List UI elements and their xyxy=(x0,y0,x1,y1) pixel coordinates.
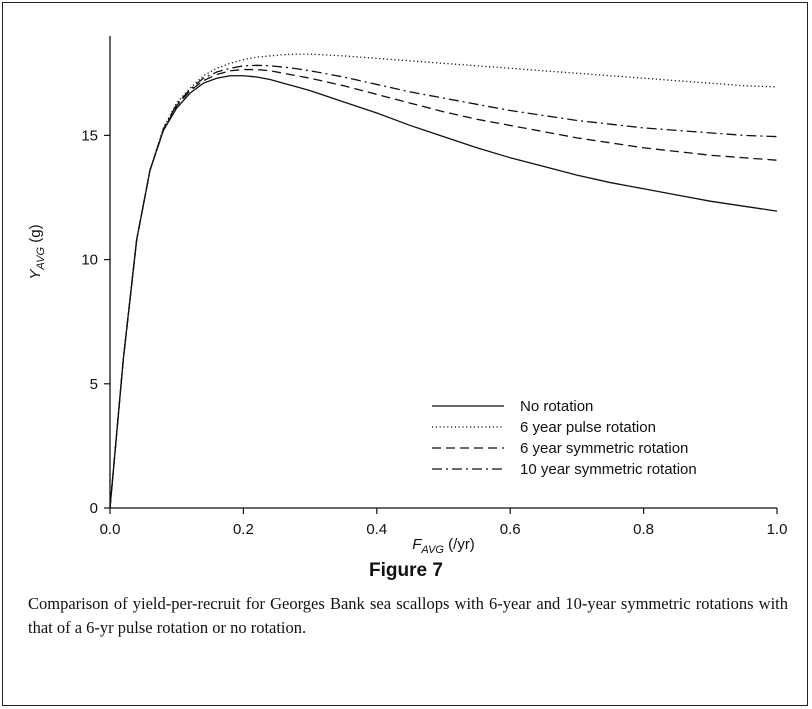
legend: No rotation 6 year pulse rotation 6 year s… xyxy=(432,398,697,478)
y-tick-label: 10 xyxy=(81,252,98,269)
legend-label: 6 year symmetric rotation xyxy=(520,440,688,457)
x-tick-label: 0.8 xyxy=(633,521,654,538)
axis-ticks: 0.0 0.2 0.4 0.6 0.8 1.0 0 5 10 15 xyxy=(81,127,787,538)
y-axis-label-unit: (g) xyxy=(27,224,44,247)
x-axis-label-main: F xyxy=(412,536,422,553)
x-tick-label: 0.0 xyxy=(100,521,121,538)
x-axis-label-unit: (/yr) xyxy=(444,536,475,553)
series-line xyxy=(109,68,778,509)
series-line xyxy=(109,64,778,509)
x-axis-label-sub: AVG xyxy=(420,544,444,556)
x-axis-label: FAVG (/yr) xyxy=(412,536,475,556)
y-axis-label: YAVG (g) xyxy=(27,224,47,279)
series-line xyxy=(109,53,778,509)
legend-label: No rotation xyxy=(520,398,593,415)
legend-label: 6 year pulse rotation xyxy=(520,419,656,436)
x-tick-label: 1.0 xyxy=(767,521,788,538)
y-tick-label: 0 xyxy=(90,500,98,517)
x-tick-label: 0.2 xyxy=(233,521,254,538)
y-axis-label-main: Y xyxy=(27,269,44,280)
series-line xyxy=(109,75,778,509)
x-tick-label: 0.4 xyxy=(366,521,387,538)
x-tick-label: 0.6 xyxy=(500,521,521,538)
figure-title: Figure 7 xyxy=(369,560,443,581)
legend-label: 10 year symmetric rotation xyxy=(520,461,697,478)
figure-caption: Comparison of yield-per-recruit for Geor… xyxy=(28,594,788,637)
y-tick-label: 5 xyxy=(90,376,98,393)
y-axis-label-sub: AVG xyxy=(35,246,47,270)
series-lines xyxy=(109,53,778,509)
y-tick-label: 15 xyxy=(81,127,98,144)
